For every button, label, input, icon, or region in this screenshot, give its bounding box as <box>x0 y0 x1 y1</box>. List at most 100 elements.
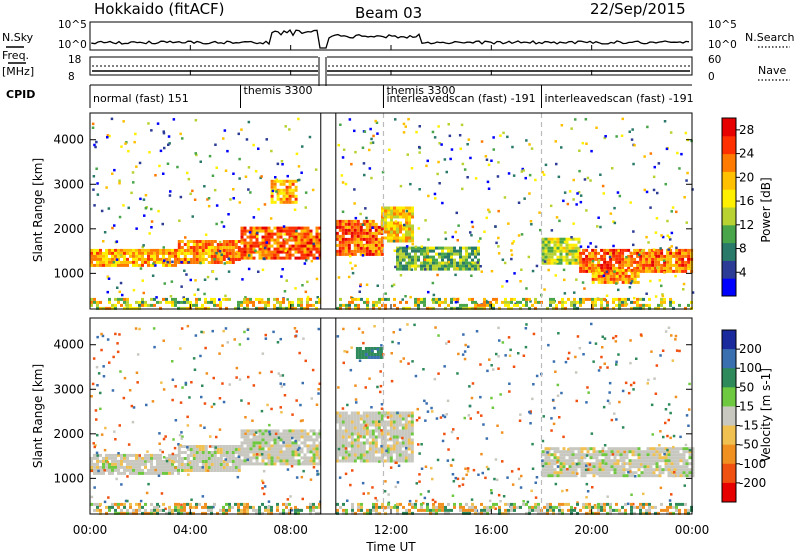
echo-cell <box>447 247 450 250</box>
echo-cell <box>93 298 96 301</box>
echo-cell <box>684 267 687 270</box>
echo-cell <box>223 243 226 246</box>
echo-cell <box>594 301 597 304</box>
echo-cell <box>631 269 634 272</box>
echo-point <box>301 145 304 148</box>
echo-cell <box>280 447 283 450</box>
echo-point <box>346 500 349 503</box>
echo-point <box>393 331 396 334</box>
echo-cell <box>588 270 591 273</box>
echo-point <box>257 271 260 274</box>
echo-point <box>425 402 428 405</box>
echo-cell <box>444 268 447 271</box>
echo-cell <box>545 465 548 468</box>
echo-cell <box>210 298 213 301</box>
echo-cell <box>280 456 283 459</box>
echo-cell <box>262 450 265 453</box>
echo-point <box>647 241 650 244</box>
echo-point <box>384 480 387 483</box>
echo-point <box>209 155 212 158</box>
echo-cell <box>301 450 304 453</box>
echo-cell <box>372 439 375 442</box>
echo-cell <box>585 267 588 270</box>
echo-point <box>219 250 222 253</box>
echo-cell <box>360 244 363 247</box>
echo-point <box>672 446 675 449</box>
echo-cell <box>393 448 396 451</box>
echo-cell <box>217 243 220 246</box>
echo-cell <box>453 247 456 250</box>
echo-cell <box>588 255 591 258</box>
echo-cell <box>256 447 259 450</box>
echo-point <box>495 458 498 461</box>
echo-point <box>525 323 528 326</box>
echo-cell <box>196 243 199 246</box>
echo-cell <box>196 457 199 460</box>
echo-cell <box>671 468 674 471</box>
echo-point <box>481 270 484 273</box>
echo-cell <box>316 239 319 242</box>
echo-point <box>652 433 655 436</box>
echo-cell <box>238 252 241 255</box>
echo-cell <box>301 257 304 260</box>
echo-point <box>518 478 521 481</box>
echo-point <box>665 408 668 411</box>
echo-point <box>576 192 579 195</box>
echo-cell <box>675 258 678 261</box>
echo-point <box>259 446 262 449</box>
echo-cell <box>273 298 276 301</box>
echo-cell <box>105 264 108 267</box>
echo-cell <box>193 451 196 454</box>
echo-point <box>490 489 493 492</box>
echo-cell <box>238 249 241 252</box>
echo-cell <box>396 216 399 219</box>
echo-point <box>170 295 173 298</box>
echo-cell <box>572 259 575 262</box>
echo-cell <box>186 298 189 301</box>
echo-cell <box>199 249 202 252</box>
echo-cell <box>351 298 354 301</box>
echo-point <box>172 453 175 456</box>
echo-cell <box>607 278 610 281</box>
echo-cell <box>171 472 174 475</box>
echo-cell <box>650 465 653 468</box>
echo-cell <box>313 432 316 435</box>
echo-cell <box>250 438 253 441</box>
echo-cell <box>241 236 244 239</box>
echo-cell <box>372 250 375 253</box>
echo-point <box>437 372 440 375</box>
echo-cell <box>399 424 402 427</box>
echo-cell <box>387 240 390 243</box>
echo-cell <box>247 435 250 438</box>
echo-point <box>671 210 674 213</box>
echo-point <box>653 248 656 251</box>
echo-point <box>362 342 365 345</box>
echo-cell <box>634 278 637 281</box>
echo-cell <box>181 457 184 460</box>
echo-cell <box>102 463 105 466</box>
echo-cell <box>244 230 247 233</box>
echo-cell <box>625 281 628 284</box>
echo-point <box>455 301 458 304</box>
echo-cell <box>626 447 629 450</box>
power-colorbar-label: Power [dB] <box>759 177 773 242</box>
echo-cell <box>351 412 354 415</box>
echo-cell <box>630 264 633 267</box>
echo-cell <box>605 471 608 474</box>
echo-point <box>668 327 671 330</box>
echo-cell <box>250 236 253 239</box>
echo-cell <box>402 234 405 237</box>
echo-cell <box>126 463 129 466</box>
echo-point <box>302 382 305 385</box>
echo-point <box>388 212 391 215</box>
echo-cell <box>271 192 274 195</box>
echo-cell <box>579 258 582 261</box>
echo-cell <box>292 441 295 444</box>
echo-point <box>417 408 420 411</box>
echo-cell <box>642 258 645 261</box>
echo-cell <box>268 236 271 239</box>
echo-cell <box>307 444 310 447</box>
echo-cell <box>277 459 280 462</box>
echo-cell <box>468 298 471 301</box>
echo-cell <box>581 450 584 453</box>
